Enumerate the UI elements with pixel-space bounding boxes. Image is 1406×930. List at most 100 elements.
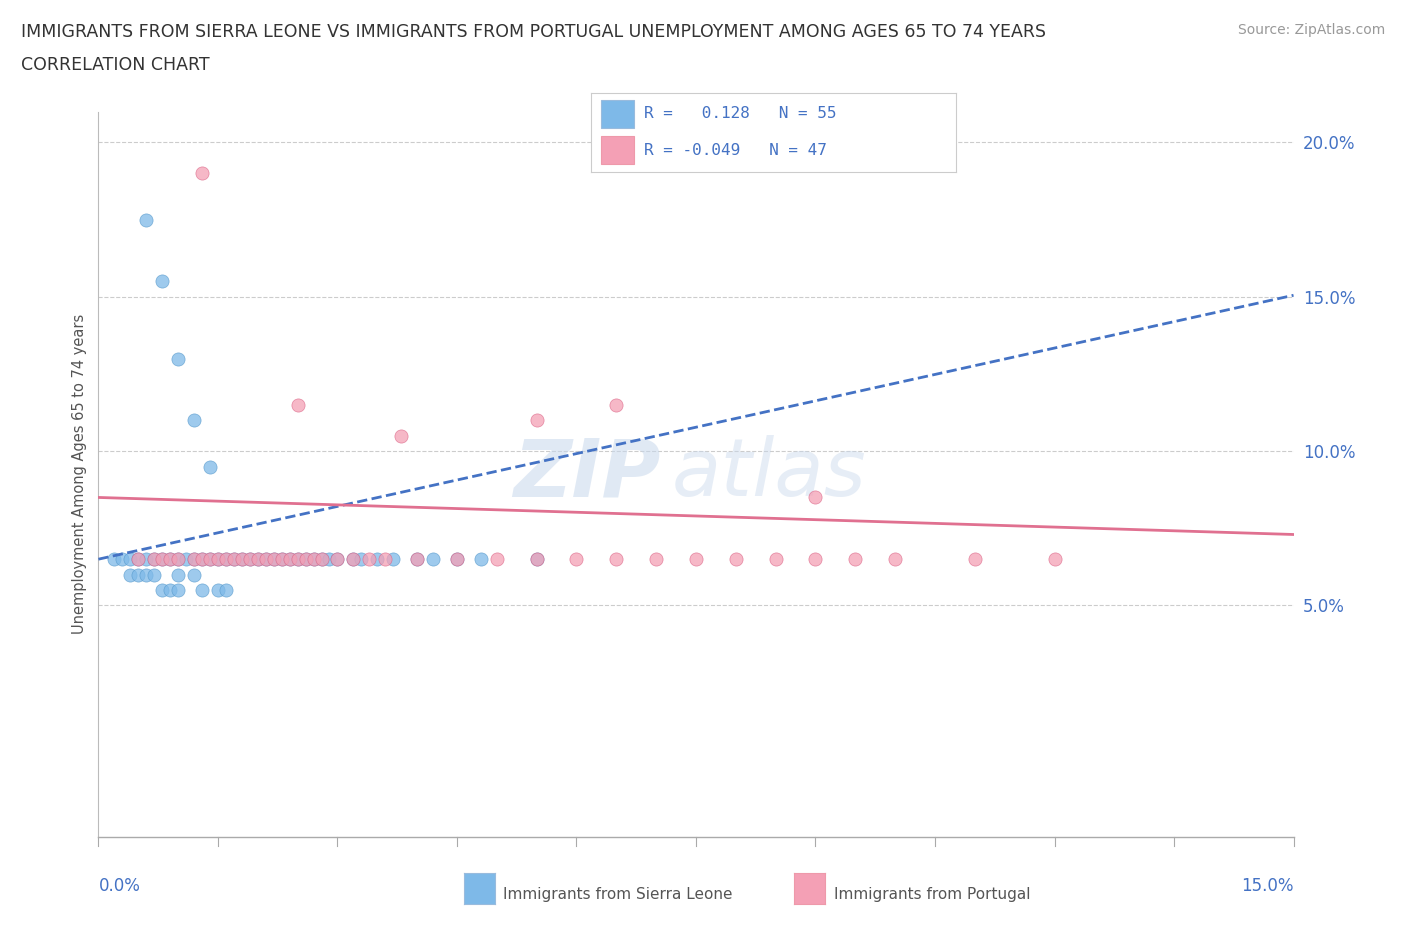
Point bbox=[804, 551, 827, 566]
Text: atlas: atlas bbox=[672, 435, 868, 513]
Point bbox=[167, 352, 190, 366]
Point bbox=[263, 551, 285, 566]
Point bbox=[103, 551, 125, 566]
Point bbox=[270, 551, 292, 566]
Point bbox=[222, 551, 245, 566]
Point bbox=[167, 551, 190, 566]
Point bbox=[222, 551, 245, 566]
Point bbox=[326, 551, 349, 566]
Point bbox=[366, 551, 388, 566]
Point bbox=[159, 551, 181, 566]
Point bbox=[278, 551, 301, 566]
Point bbox=[191, 166, 214, 180]
Point bbox=[207, 582, 229, 597]
Bar bbox=[602, 100, 634, 127]
Point bbox=[724, 551, 747, 566]
Point bbox=[406, 551, 429, 566]
Point bbox=[884, 551, 907, 566]
Point bbox=[485, 551, 508, 566]
Point bbox=[231, 551, 253, 566]
Point bbox=[406, 551, 429, 566]
Point bbox=[150, 551, 173, 566]
Point bbox=[191, 582, 214, 597]
Point bbox=[765, 551, 787, 566]
Point bbox=[159, 551, 181, 566]
Point bbox=[311, 551, 333, 566]
Point bbox=[446, 551, 468, 566]
Point bbox=[150, 582, 173, 597]
Text: Source: ZipAtlas.com: Source: ZipAtlas.com bbox=[1237, 23, 1385, 37]
Point bbox=[191, 551, 214, 566]
Point bbox=[605, 397, 627, 412]
Point bbox=[804, 490, 827, 505]
Point bbox=[287, 551, 309, 566]
Point bbox=[143, 551, 166, 566]
Point bbox=[470, 551, 492, 566]
Point bbox=[159, 582, 181, 597]
Point bbox=[685, 551, 707, 566]
Point bbox=[389, 429, 412, 444]
Point bbox=[183, 551, 205, 566]
Point bbox=[127, 551, 149, 566]
Point bbox=[198, 551, 221, 566]
Point bbox=[294, 551, 316, 566]
Point bbox=[311, 551, 333, 566]
Y-axis label: Unemployment Among Ages 65 to 74 years: Unemployment Among Ages 65 to 74 years bbox=[72, 314, 87, 634]
Point bbox=[342, 551, 364, 566]
Point bbox=[270, 551, 292, 566]
Point bbox=[198, 459, 221, 474]
Point bbox=[167, 567, 190, 582]
Point bbox=[526, 551, 548, 566]
Point bbox=[422, 551, 444, 566]
Text: ZIP: ZIP bbox=[513, 435, 661, 513]
Point bbox=[239, 551, 262, 566]
Point bbox=[254, 551, 277, 566]
Point bbox=[135, 567, 157, 582]
Point bbox=[342, 551, 364, 566]
Point bbox=[207, 551, 229, 566]
Point bbox=[174, 551, 197, 566]
Point bbox=[191, 551, 214, 566]
Point bbox=[294, 551, 316, 566]
Point bbox=[215, 582, 238, 597]
Point bbox=[127, 567, 149, 582]
Point bbox=[150, 274, 173, 289]
Point bbox=[120, 551, 142, 566]
Point bbox=[263, 551, 285, 566]
Point bbox=[143, 551, 166, 566]
Point bbox=[326, 551, 349, 566]
Point bbox=[246, 551, 269, 566]
Point bbox=[231, 551, 253, 566]
Point bbox=[526, 551, 548, 566]
Point bbox=[198, 551, 221, 566]
Point bbox=[143, 567, 166, 582]
Point bbox=[127, 551, 149, 566]
Text: Immigrants from Portugal: Immigrants from Portugal bbox=[834, 887, 1031, 902]
Point bbox=[120, 567, 142, 582]
Text: 15.0%: 15.0% bbox=[1241, 877, 1294, 895]
Point bbox=[287, 397, 309, 412]
Point bbox=[1043, 551, 1066, 566]
Point bbox=[963, 551, 986, 566]
Point bbox=[844, 551, 866, 566]
Point bbox=[446, 551, 468, 566]
Point bbox=[183, 567, 205, 582]
Point bbox=[302, 551, 325, 566]
Point bbox=[150, 551, 173, 566]
Point bbox=[135, 212, 157, 227]
Point bbox=[183, 551, 205, 566]
Point bbox=[526, 413, 548, 428]
Text: R = -0.049   N = 47: R = -0.049 N = 47 bbox=[644, 143, 827, 158]
Point bbox=[350, 551, 373, 566]
Point bbox=[167, 551, 190, 566]
Point bbox=[207, 551, 229, 566]
Point bbox=[359, 551, 381, 566]
Point bbox=[302, 551, 325, 566]
Point bbox=[565, 551, 588, 566]
Point bbox=[382, 551, 405, 566]
Point bbox=[287, 551, 309, 566]
Point bbox=[278, 551, 301, 566]
Bar bbox=[602, 137, 634, 165]
Text: 0.0%: 0.0% bbox=[98, 877, 141, 895]
Point bbox=[111, 551, 134, 566]
